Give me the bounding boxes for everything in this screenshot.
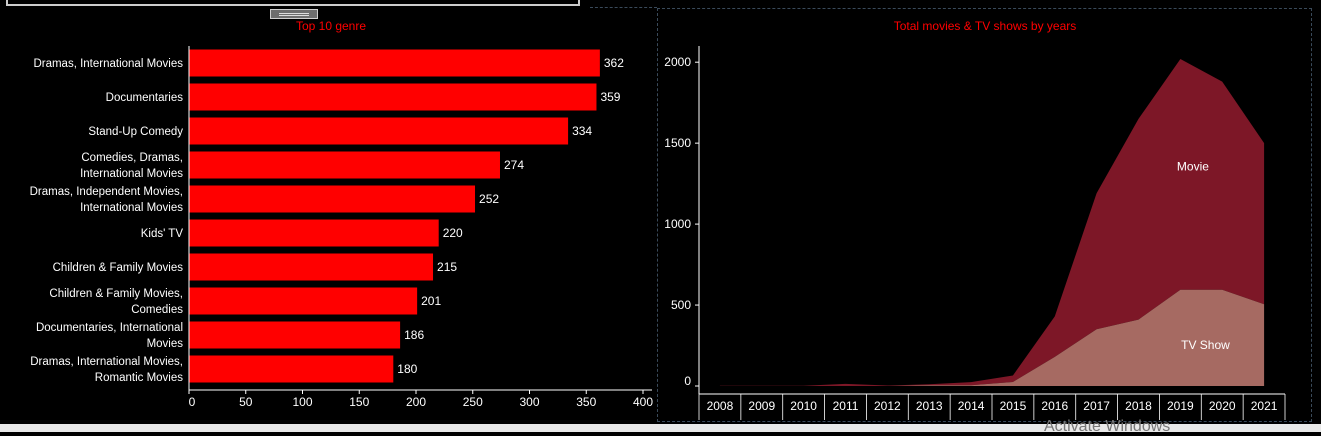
tv-show-area[interactable] [719, 289, 1265, 386]
category-label: Dramas, International Movies, Romantic Mo… [30, 356, 183, 384]
y-tick-label: 500 [671, 298, 691, 312]
category-label-line: Children & Family Movies [53, 262, 184, 274]
category-label-line: Dramas, International Movies, [30, 356, 183, 368]
x-tick-label: 50 [239, 395, 253, 409]
bar-3[interactable] [189, 151, 500, 179]
bar-9[interactable] [189, 355, 394, 383]
x-tick-label: 2017 [1083, 399, 1110, 413]
y-tick-label: 1500 [664, 136, 691, 150]
x-tick-label: 400 [633, 395, 653, 409]
bar-8[interactable] [189, 321, 401, 349]
category-label: Children & Family Movies, Comedies [49, 288, 183, 316]
category-label-line: Comedies, Dramas, [81, 152, 183, 164]
bar-1[interactable] [189, 83, 597, 111]
category-label-line: Comedies [131, 304, 183, 316]
category-label-line: Dramas, International Movies [33, 58, 183, 70]
panel-drag-handle[interactable] [270, 9, 318, 19]
bar-value-label: 180 [397, 362, 417, 376]
bar-value-label: 274 [504, 158, 524, 172]
bar-value-label: 252 [479, 192, 499, 206]
category-label: Children & Family Movies [53, 262, 184, 274]
x-tick-label: 2019 [1167, 399, 1194, 413]
bar-value-label: 186 [404, 328, 424, 342]
y-tick-label: 1000 [664, 217, 691, 231]
category-label-line: Dramas, Independent Movies, [30, 186, 183, 198]
x-tick-label: 2021 [1251, 399, 1278, 413]
x-tick-label: 100 [292, 395, 312, 409]
category-label-line: Children & Family Movies, [49, 288, 183, 300]
x-tick-label: 2016 [1041, 399, 1068, 413]
category-label: Documentaries, International Movies [36, 322, 183, 350]
x-tick-label: 350 [576, 395, 596, 409]
category-label: Documentaries [106, 92, 184, 104]
bar-value-label: 215 [437, 260, 457, 274]
category-label-line: Documentaries [106, 92, 184, 104]
x-tick-label: 150 [349, 395, 369, 409]
x-tick-label: 2018 [1125, 399, 1152, 413]
category-label: Kids' TV [141, 228, 184, 240]
category-label-line: Movies [147, 338, 184, 350]
movie-area[interactable] [719, 59, 1265, 386]
series-label-movie: Movie [1177, 160, 1209, 174]
x-tick-label: 0 [189, 395, 196, 409]
category-label-line: Romantic Movies [95, 372, 183, 384]
category-label: Dramas, International Movies [33, 58, 183, 70]
bar-value-label: 220 [443, 226, 463, 240]
y-tick-label: 0 [684, 374, 691, 388]
bar-0[interactable] [189, 49, 600, 77]
bar-value-label: 334 [572, 124, 592, 138]
x-tick-label: 250 [463, 395, 483, 409]
bar-2[interactable] [189, 117, 569, 145]
x-tick-label: 2008 [707, 399, 734, 413]
category-label-line: Stand-Up Comedy [88, 126, 183, 138]
divider-line [590, 7, 657, 8]
bar-6[interactable] [189, 253, 434, 281]
y-tick-label: 2000 [664, 55, 691, 69]
category-label: Comedies, Dramas, International Movies [80, 152, 183, 180]
bar-7[interactable] [189, 287, 418, 315]
area-chart-title: Total movies & TV shows by years [894, 19, 1077, 33]
category-label: Stand-Up Comedy [88, 126, 183, 138]
category-label-line: International Movies [80, 202, 183, 214]
x-tick-label: 2020 [1209, 399, 1236, 413]
x-tick-label: 2013 [916, 399, 943, 413]
bar-value-label: 201 [421, 294, 441, 308]
top-genre-bar-chart: Top 10 genre 362 Dramas, International Mo… [30, 19, 654, 409]
category-label: Dramas, Independent Movies, International… [30, 186, 184, 214]
x-tick-label: 2014 [958, 399, 985, 413]
top-frame-edge [6, 0, 580, 6]
activation-watermark: Activate Windows [1044, 418, 1171, 435]
bar-value-label: 359 [600, 90, 620, 104]
bar-4[interactable] [189, 185, 476, 213]
x-tick-label: 2015 [1000, 399, 1027, 413]
bar-chart-title: Top 10 genre [296, 19, 366, 33]
x-tick-label: 2010 [790, 399, 817, 413]
x-tick-label: 200 [406, 395, 426, 409]
category-label-line: International Movies [80, 168, 183, 180]
x-tick-label: 300 [519, 395, 539, 409]
series-label-tv-show: TV Show [1181, 338, 1230, 352]
bar-5[interactable] [189, 219, 439, 247]
category-label-line: Kids' TV [141, 228, 184, 240]
x-tick-label: 2009 [748, 399, 775, 413]
movies-tv-area-chart: Total movies & TV shows by years Movie TV… [664, 19, 1286, 420]
bottom-scrollbar-edge [0, 424, 1321, 432]
right-panel-frame [657, 8, 1312, 422]
x-tick-label: 2012 [874, 399, 901, 413]
category-label-line: Documentaries, International [36, 322, 183, 334]
bar-value-label: 362 [604, 56, 624, 70]
x-tick-label: 2011 [833, 399, 859, 413]
